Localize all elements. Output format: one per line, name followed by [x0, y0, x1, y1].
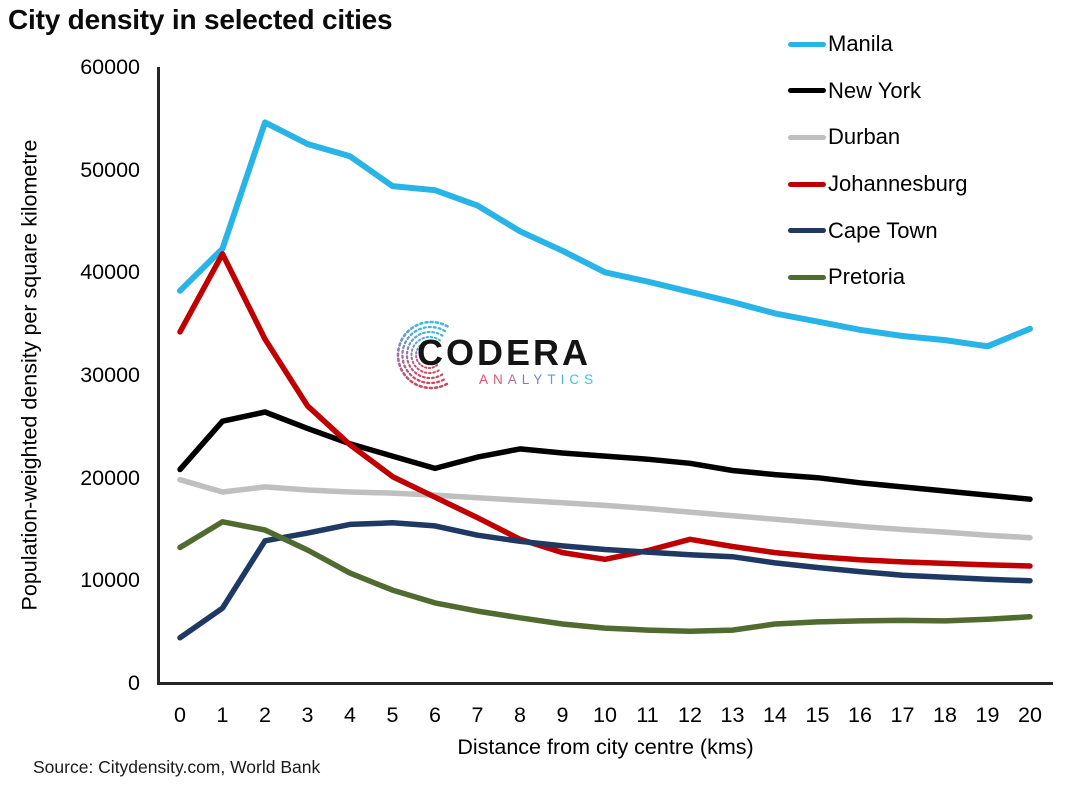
x-tick-0: 0 [174, 703, 186, 727]
series-line-johannesburg [177, 251, 1033, 569]
codera-fingerprint-icon [396, 320, 449, 390]
x-tick-14: 14 [763, 703, 787, 727]
x-tick-13: 13 [720, 703, 745, 727]
x-tick-8: 8 [514, 703, 526, 727]
series-line-cape-town [177, 520, 1033, 641]
legend-item-new-york: New York [788, 68, 967, 115]
x-tick-5: 5 [386, 703, 399, 727]
legend-swatch-icon [788, 134, 826, 140]
x-tick-18: 18 [933, 703, 957, 727]
legend-label: New York [828, 77, 921, 103]
y-tick-0: 0 [128, 671, 140, 695]
y-tick-10000: 10000 [80, 568, 140, 593]
y-tick-50000: 50000 [80, 157, 140, 182]
legend: Manila New York Durban Johannesburg Cape Tow… [788, 21, 967, 301]
legend-label: Durban [828, 124, 901, 150]
legend-item-cape-town: Cape Town [788, 207, 967, 254]
legend-item-pretoria: Pretoria [788, 254, 967, 301]
legend-item-johannesburg: Johannesburg [788, 161, 967, 208]
legend-swatch-icon [788, 181, 826, 187]
series-line-pretoria [177, 519, 1033, 634]
x-tick-19: 19 [975, 703, 1000, 727]
chart-lines [177, 119, 1033, 641]
x-tick-1: 1 [216, 703, 229, 727]
x-tick-7: 7 [471, 703, 484, 727]
x-tick-16: 16 [848, 703, 872, 727]
chart-title: City density in selected cities [8, 4, 393, 35]
legend-swatch-icon [788, 41, 826, 47]
series-line-manila [177, 119, 1033, 350]
legend-swatch-icon [788, 274, 826, 280]
x-tick-4: 4 [344, 703, 356, 727]
legend-label: Pretoria [828, 264, 906, 290]
axis-lines [157, 67, 1053, 685]
legend-item-manila: Manila [788, 21, 967, 68]
codera-logo-subtext: ANALYTICS [479, 372, 599, 387]
y-tick-30000: 30000 [80, 363, 140, 387]
x-axis-label: Distance from city centre (kms) [457, 735, 754, 759]
legend-label: Johannesburg [828, 171, 968, 197]
x-tick-12: 12 [678, 703, 702, 727]
source-note: Source: Citydensity.com, World Bank [33, 757, 321, 777]
legend-item-durban: Durban [788, 114, 967, 161]
legend-swatch-icon [788, 88, 826, 94]
y-tick-60000: 60000 [80, 55, 140, 79]
y-tick-20000: 20000 [80, 465, 140, 490]
x-tick-3: 3 [301, 703, 314, 727]
series-line-new-york [177, 409, 1033, 502]
legend-label: Manila [828, 31, 893, 57]
x-tick-10: 10 [593, 703, 617, 727]
codera-logo-text: CODERA [417, 332, 592, 373]
x-tick-15: 15 [805, 703, 830, 727]
legend-swatch-icon [788, 228, 826, 234]
x-tick-20: 20 [1018, 703, 1042, 727]
x-tick-17: 17 [890, 703, 915, 727]
codera-watermark: CODERA ANALYTICS [393, 310, 623, 400]
y-tick-40000: 40000 [80, 260, 140, 285]
x-tick-2: 2 [259, 703, 271, 727]
x-tick-6: 6 [429, 703, 441, 727]
series-line-durban [177, 476, 1033, 541]
x-tick-11: 11 [636, 703, 659, 727]
x-tick-9: 9 [556, 703, 569, 727]
legend-label: Cape Town [828, 217, 938, 243]
